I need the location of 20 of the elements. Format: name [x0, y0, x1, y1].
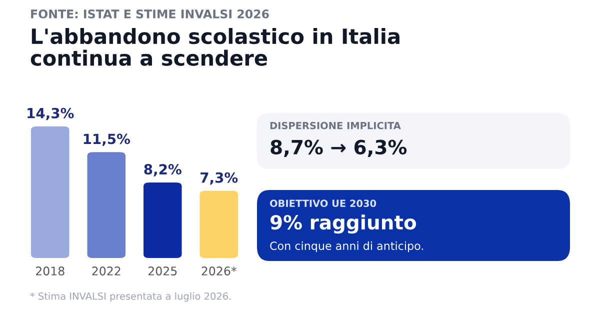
text: * Stima INVALSI presentata a luglio 2026.: [30, 292, 231, 302]
text: DISPERSIONE IMPLICITA: [270, 122, 401, 130]
data-label: 8,2%: [144, 164, 182, 176]
chart-title: L'abbandono scolastico in Italia continua a scendere: [30, 28, 400, 66]
x-tick-label: 2018: [36, 266, 64, 276]
text: 8,7% → 6,3%: [270, 140, 407, 157]
text: Con cinque anni di anticipo.: [270, 241, 424, 252]
x-tick-label: 2026*: [202, 266, 236, 276]
data-label: 14,3%: [28, 108, 74, 120]
text: OBIETTIVO UE 2030: [270, 200, 376, 208]
x-tick-label: 2025: [148, 266, 177, 276]
data-label: 7,3%: [200, 172, 238, 185]
bar: [200, 190, 238, 258]
x-tick-label: 2022: [92, 266, 120, 276]
bar: [87, 152, 126, 258]
text: 9% raggiunto: [270, 214, 416, 234]
bar: [144, 182, 182, 258]
data-label: 11,5%: [84, 134, 130, 146]
chart-subtitle: FONTE: ISTAT E STIME INVALSI 2026: [31, 9, 269, 18]
bar: [31, 126, 70, 258]
